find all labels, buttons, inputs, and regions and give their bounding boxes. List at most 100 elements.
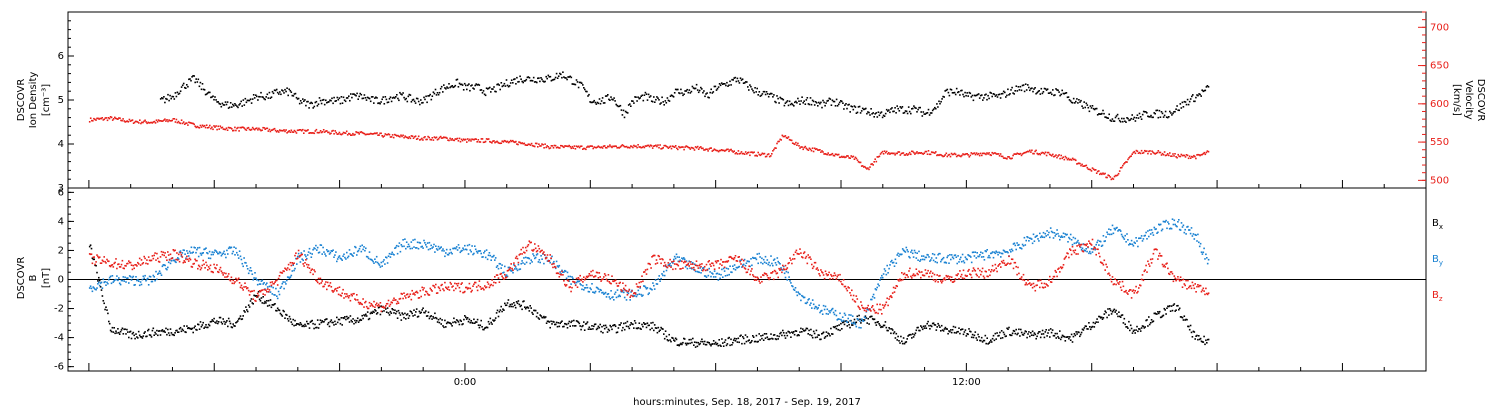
- bx-series-point: [572, 325, 574, 327]
- velocity-series-point: [382, 136, 384, 138]
- by-series-point: [871, 298, 873, 301]
- bx-series-point: [687, 342, 690, 345]
- velocity-series-point: [325, 130, 327, 132]
- density-series-point: [442, 91, 444, 93]
- bx-series-point: [955, 332, 958, 334]
- by-series-point: [662, 274, 664, 277]
- velocity-series-point: [437, 138, 440, 140]
- by-series-point: [386, 262, 389, 264]
- bx-series-point: [306, 320, 308, 323]
- bx-series-point: [1190, 331, 1193, 334]
- by-series-point: [127, 277, 129, 279]
- by-series-point: [939, 252, 941, 255]
- bx-series-point: [1000, 330, 1003, 332]
- velocity-series-point: [961, 154, 963, 157]
- velocity-series-point: [512, 139, 514, 142]
- velocity-series-point: [391, 134, 394, 136]
- by-series-point: [705, 276, 708, 278]
- velocity-series-point: [459, 140, 462, 143]
- bz-series-point: [156, 252, 158, 255]
- by-series-point: [116, 275, 118, 277]
- density-series-point: [1015, 85, 1018, 87]
- density-series-point: [525, 78, 528, 81]
- bx-series-point: [1157, 311, 1159, 313]
- bx-series-point: [286, 318, 289, 320]
- bx-series-point: [1186, 318, 1188, 321]
- bx-series-point: [910, 333, 912, 336]
- by-series-point: [622, 289, 624, 292]
- bx-series-point: [119, 330, 122, 333]
- velocity-series-point: [221, 126, 224, 129]
- density-series-point: [1121, 117, 1123, 120]
- bx-series-point: [559, 322, 561, 325]
- density-series-point: [357, 98, 359, 100]
- velocity-series-point: [279, 129, 281, 131]
- velocity-series-point: [121, 119, 123, 122]
- velocity-series-point: [1178, 155, 1180, 158]
- density-series-point: [180, 86, 183, 88]
- bx-series-point: [189, 327, 192, 330]
- bz-series-point: [199, 268, 202, 271]
- by-series-point: [585, 284, 588, 286]
- by-series-point: [570, 283, 572, 285]
- density-series-point: [735, 80, 738, 83]
- bx-series-point: [392, 308, 394, 311]
- density-series-point: [775, 101, 777, 104]
- bx-series-point: [742, 337, 745, 340]
- density-series-point: [627, 104, 630, 106]
- bx-series-point: [733, 337, 736, 340]
- by-series-point: [1125, 241, 1127, 243]
- velocity-series-point: [872, 164, 874, 166]
- by-series-point: [694, 270, 697, 273]
- bx-series-point: [876, 321, 878, 324]
- bx-series-point: [702, 340, 704, 343]
- bx-series-point: [577, 321, 580, 323]
- by-series-point: [134, 284, 136, 286]
- by-series-point: [689, 267, 691, 269]
- velocity-series-point: [432, 139, 435, 141]
- velocity-series-point: [215, 125, 217, 127]
- velocity-series-point: [561, 145, 563, 147]
- bx-series-point: [1139, 328, 1141, 330]
- density-series-point: [594, 101, 597, 104]
- bx-series-point: [366, 311, 369, 313]
- by-series-point: [1079, 243, 1081, 246]
- density-series-point: [219, 103, 222, 105]
- bx-series-point: [1198, 335, 1200, 337]
- by-series-point: [246, 265, 248, 267]
- density-series-point: [416, 97, 419, 100]
- bz-series-point: [122, 267, 125, 269]
- velocity-series-point: [377, 134, 379, 136]
- density-series-point: [950, 89, 953, 91]
- bx-series-point: [709, 343, 711, 346]
- bx-series-point: [735, 338, 738, 340]
- bx-series-point: [976, 339, 978, 341]
- bx-series-point: [405, 318, 407, 320]
- bz-series-point: [218, 268, 221, 271]
- velocity-series-point: [1147, 152, 1149, 155]
- velocity-series-point: [1149, 150, 1151, 152]
- by-series-point: [752, 256, 754, 259]
- density-series-point: [757, 94, 759, 96]
- by-series-point: [316, 249, 318, 251]
- bx-series-point: [578, 322, 581, 325]
- velocity-series-point: [656, 145, 658, 148]
- by-series-point: [183, 249, 185, 252]
- bx-series-point: [128, 331, 131, 333]
- density-series-point: [1044, 88, 1047, 90]
- velocity-series-point: [1197, 153, 1199, 156]
- density-series-point: [977, 93, 980, 95]
- density-series-point: [283, 92, 285, 94]
- density-series-point: [560, 73, 562, 76]
- bx-series-point: [934, 324, 937, 326]
- bx-series-point: [1104, 310, 1106, 312]
- velocity-series-point: [515, 140, 517, 143]
- velocity-series-point: [1029, 149, 1031, 152]
- bx-series-point: [1074, 334, 1077, 337]
- density-series-point: [189, 78, 191, 80]
- bx-series-point: [649, 328, 651, 331]
- density-series-point: [1198, 93, 1200, 95]
- by-series-point: [405, 247, 407, 250]
- bx-series-point: [1071, 341, 1074, 343]
